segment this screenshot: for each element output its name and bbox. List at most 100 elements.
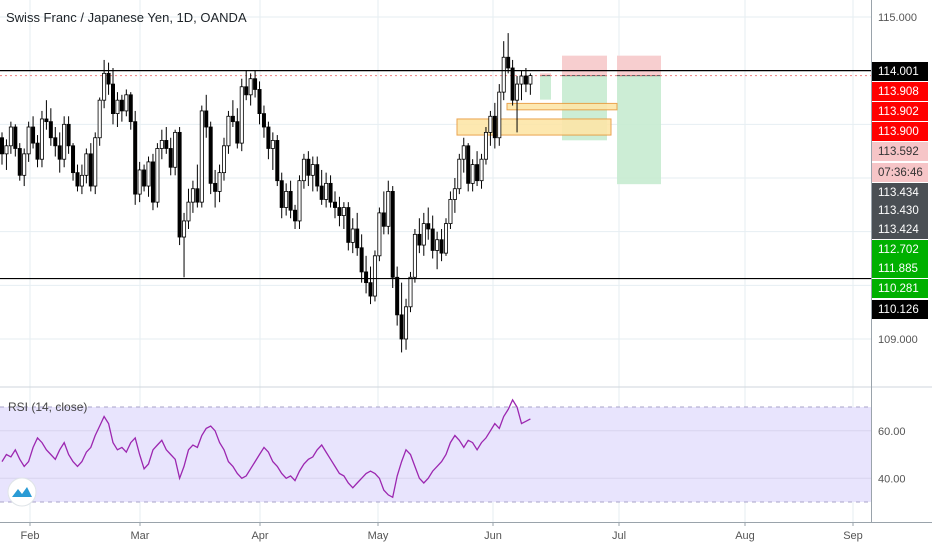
candle bbox=[364, 255, 369, 294]
candle bbox=[479, 153, 484, 189]
tradingview-logo-icon[interactable] bbox=[7, 477, 37, 507]
candle bbox=[457, 153, 462, 195]
candle bbox=[0, 132, 4, 165]
candle bbox=[182, 212, 187, 278]
short-position-2-stop[interactable] bbox=[562, 55, 607, 76]
time-tick: Jul bbox=[612, 530, 626, 542]
candle bbox=[293, 204, 298, 229]
time-tick: Apr bbox=[251, 530, 268, 542]
candle bbox=[168, 137, 173, 176]
candle bbox=[306, 151, 311, 187]
rsi-panel[interactable]: 60.00 40.00 bbox=[0, 398, 906, 503]
candle bbox=[355, 212, 360, 256]
candle bbox=[195, 164, 200, 208]
candle bbox=[412, 228, 417, 283]
candle bbox=[17, 143, 22, 181]
demand-zone-upper[interactable] bbox=[506, 102, 618, 111]
candle bbox=[244, 70, 249, 101]
candle bbox=[341, 202, 346, 229]
candle bbox=[350, 218, 355, 254]
candle bbox=[488, 110, 493, 146]
candle bbox=[111, 67, 116, 125]
candle bbox=[319, 169, 324, 205]
candle bbox=[404, 298, 409, 350]
candle bbox=[119, 94, 124, 122]
candle bbox=[301, 153, 306, 189]
candle bbox=[297, 175, 302, 229]
short-position-3-stop[interactable] bbox=[617, 55, 661, 76]
price-label-box bbox=[872, 201, 928, 220]
candle bbox=[417, 218, 422, 254]
time-tick: Aug bbox=[735, 530, 755, 542]
demand-zone-lower[interactable] bbox=[456, 118, 612, 136]
candle bbox=[439, 228, 444, 262]
candle bbox=[133, 110, 138, 205]
candle bbox=[177, 127, 182, 246]
candle bbox=[84, 148, 89, 184]
candle bbox=[39, 110, 44, 168]
price-label: 07:36:46 bbox=[878, 167, 923, 179]
candle bbox=[408, 271, 413, 313]
short-position-1-target[interactable] bbox=[540, 75, 551, 100]
candle bbox=[62, 116, 67, 168]
candle bbox=[475, 151, 480, 187]
candle bbox=[497, 84, 502, 146]
candle bbox=[115, 92, 120, 128]
candle bbox=[395, 266, 400, 326]
candle bbox=[22, 148, 27, 187]
candle bbox=[186, 188, 191, 229]
candle bbox=[26, 121, 31, 162]
candle bbox=[279, 172, 284, 219]
candle bbox=[159, 129, 164, 160]
short-position-3-target[interactable] bbox=[617, 75, 661, 185]
rsi-band bbox=[0, 407, 871, 502]
price-label: 114.001 bbox=[878, 66, 919, 78]
candle bbox=[421, 212, 426, 256]
candle bbox=[97, 97, 102, 146]
price-label-box bbox=[872, 300, 928, 319]
short-position-1-stop[interactable] bbox=[540, 73, 551, 76]
candle bbox=[226, 110, 231, 154]
candle bbox=[315, 156, 320, 192]
candle bbox=[13, 124, 18, 157]
candle bbox=[466, 143, 471, 192]
time-axis[interactable]: Feb Mar Apr May Jun Jul Aug Sep bbox=[21, 522, 863, 542]
candle bbox=[35, 135, 40, 168]
price-label: 113.430 bbox=[878, 205, 919, 217]
time-tick: Feb bbox=[21, 530, 40, 542]
price-label-box bbox=[872, 259, 928, 278]
price-label: 112.702 bbox=[878, 244, 919, 256]
candle bbox=[48, 108, 53, 146]
candle bbox=[106, 62, 111, 95]
candle bbox=[213, 169, 218, 208]
candle bbox=[88, 143, 93, 192]
price-label-box bbox=[872, 62, 928, 81]
candle bbox=[448, 191, 453, 229]
candle bbox=[124, 89, 129, 117]
price-label-box bbox=[872, 82, 928, 101]
candle bbox=[8, 121, 13, 154]
candle bbox=[506, 33, 511, 74]
candle bbox=[492, 102, 497, 149]
annotation-layer bbox=[0, 55, 871, 185]
candle bbox=[483, 127, 488, 165]
candle bbox=[519, 70, 524, 101]
candle bbox=[288, 180, 293, 219]
price-label-box bbox=[872, 142, 928, 161]
candle bbox=[230, 100, 235, 128]
horizontal-levels[interactable] bbox=[0, 70, 871, 280]
candle bbox=[173, 129, 178, 176]
candle bbox=[337, 196, 342, 227]
price-label: 113.908 bbox=[878, 86, 919, 98]
candle bbox=[435, 231, 440, 270]
candle bbox=[31, 116, 36, 149]
candle bbox=[164, 127, 169, 154]
price-label-box bbox=[872, 279, 928, 298]
candle bbox=[128, 92, 133, 130]
candle bbox=[452, 178, 457, 213]
candle bbox=[528, 73, 533, 95]
price-axis[interactable]: 115.000 109.000 114.001 113.908 113.902 113.9… bbox=[872, 12, 928, 346]
candle bbox=[470, 159, 475, 192]
candle bbox=[66, 116, 71, 154]
